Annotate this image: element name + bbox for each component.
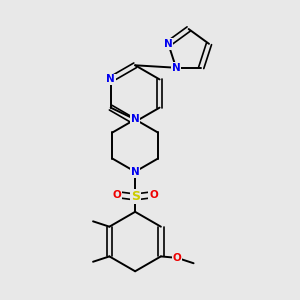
- Text: O: O: [149, 190, 158, 200]
- Text: N: N: [131, 167, 140, 177]
- Text: N: N: [106, 74, 115, 84]
- Text: O: O: [112, 190, 121, 200]
- Text: O: O: [173, 253, 182, 263]
- Text: S: S: [130, 190, 140, 203]
- Text: N: N: [131, 117, 140, 127]
- Text: N: N: [164, 39, 173, 49]
- Text: N: N: [172, 63, 180, 73]
- Text: N: N: [131, 114, 140, 124]
